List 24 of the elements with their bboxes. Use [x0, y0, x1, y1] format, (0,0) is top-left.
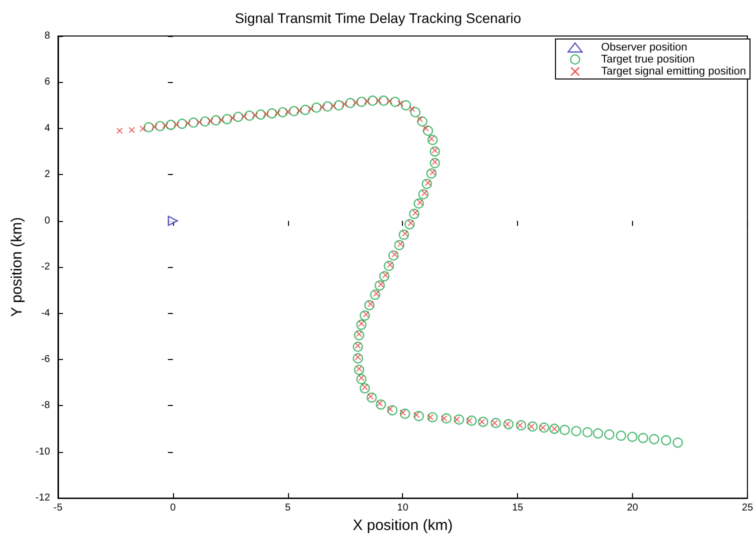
legend-label: Target signal emitting position [601, 66, 746, 78]
y-tick-label: 6 [44, 76, 50, 88]
y-tick-label: -6 [41, 354, 50, 365]
y-tick-label: -10 [36, 446, 50, 458]
y-tick-label: -2 [41, 262, 50, 273]
y-tick-label: -12 [36, 492, 50, 504]
y-axis-title: Y position (km) [8, 217, 26, 317]
y-tick-label: 0 [44, 215, 50, 226]
x-tick-label: 25 [742, 502, 754, 514]
y-tick-label: -8 [41, 400, 50, 412]
x-tick-label: 20 [626, 502, 639, 514]
x-tick-label: 15 [512, 502, 524, 514]
x-axis-title: X position (km) [352, 517, 453, 534]
x-tick-label: 0 [170, 502, 176, 514]
x-tick-label: 10 [397, 502, 409, 514]
x-tick-label: 5 [285, 502, 292, 514]
y-tick-label: 8 [44, 30, 50, 42]
chart-title: Signal Transmit Time Delay Tracking Scenario [234, 10, 522, 26]
legend-label: Observer position [601, 42, 688, 54]
y-tick-label: 4 [44, 122, 50, 134]
legend-label: Target true position [601, 54, 695, 66]
x-tick-label: -5 [54, 502, 63, 514]
y-tick-label: -4 [41, 308, 50, 319]
y-tick-label: 2 [44, 169, 50, 180]
